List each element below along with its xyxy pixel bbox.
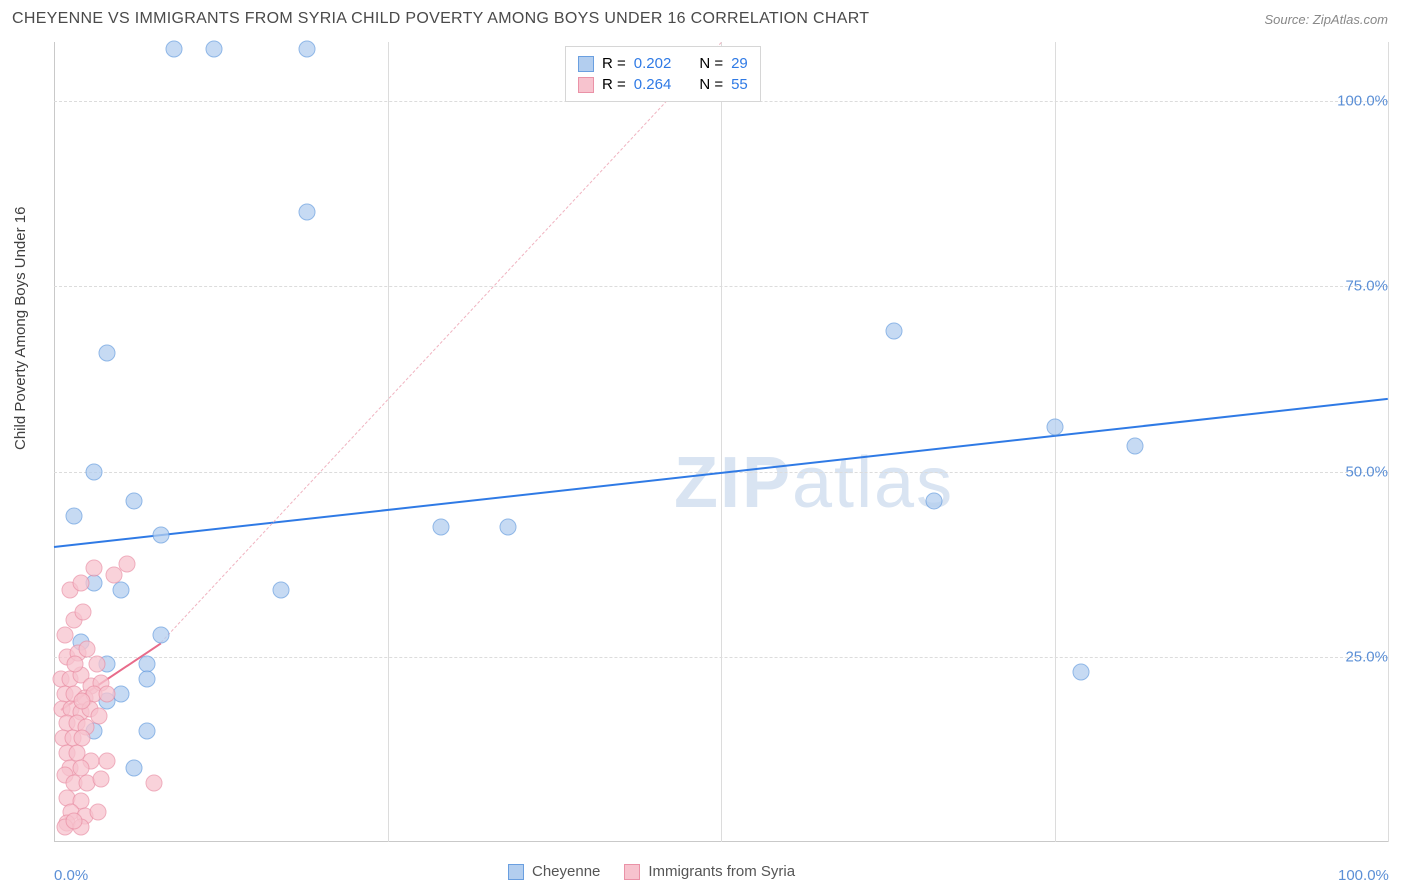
data-point xyxy=(75,604,92,621)
x-tick-label: 100.0% xyxy=(1338,867,1389,884)
y-tick-label: 50.0% xyxy=(1345,463,1388,480)
data-point xyxy=(119,556,136,573)
data-point xyxy=(90,804,107,821)
grid-line-v xyxy=(721,42,722,842)
data-point xyxy=(99,345,116,362)
data-point xyxy=(152,626,169,643)
grid-line-v xyxy=(388,42,389,842)
data-point xyxy=(99,752,116,769)
y-tick-label: 100.0% xyxy=(1337,93,1388,110)
correlation-row-1: R = 0.202 N = 29 xyxy=(578,53,748,74)
r-value-1: 0.202 xyxy=(634,55,672,72)
y-tick-label: 25.0% xyxy=(1345,648,1388,665)
data-point xyxy=(1126,437,1143,454)
r-label-2: R = xyxy=(602,76,626,93)
data-point xyxy=(86,463,103,480)
data-point xyxy=(56,626,73,643)
r-label-1: R = xyxy=(602,55,626,72)
legend-swatch-2 xyxy=(624,864,640,880)
data-point xyxy=(926,493,943,510)
data-point xyxy=(126,493,143,510)
legend-label-1: Cheyenne xyxy=(532,863,600,880)
data-point xyxy=(99,685,116,702)
correlation-row-2: R = 0.264 N = 55 xyxy=(578,74,748,95)
correlation-legend: R = 0.202 N = 29 R = 0.264 N = 55 xyxy=(565,46,761,102)
data-point xyxy=(66,508,83,525)
y-axis-label: Child Poverty Among Boys Under 16 xyxy=(12,207,29,450)
grid-line-v xyxy=(1055,42,1056,842)
data-point xyxy=(86,559,103,576)
data-point xyxy=(74,693,91,710)
source-label: Source: ZipAtlas.com xyxy=(1264,12,1388,27)
data-point xyxy=(67,656,84,673)
legend-item-1: Cheyenne xyxy=(508,863,600,880)
n-label-1: N = xyxy=(699,55,723,72)
data-point xyxy=(1046,419,1063,436)
data-point xyxy=(92,771,109,788)
n-label-2: N = xyxy=(699,76,723,93)
data-point xyxy=(66,813,83,830)
legend-item-2: Immigrants from Syria xyxy=(624,863,795,880)
data-point xyxy=(499,519,516,536)
data-point xyxy=(272,582,289,599)
data-point xyxy=(112,582,129,599)
data-point xyxy=(166,41,183,58)
n-value-2: 55 xyxy=(731,76,748,93)
series-1-swatch xyxy=(578,56,594,72)
n-value-1: 29 xyxy=(731,55,748,72)
x-tick-label: 0.0% xyxy=(54,867,88,884)
legend-swatch-1 xyxy=(508,864,524,880)
data-point xyxy=(126,759,143,776)
data-point xyxy=(432,519,449,536)
data-point xyxy=(146,774,163,791)
data-point xyxy=(1073,663,1090,680)
data-point xyxy=(139,722,156,739)
data-point xyxy=(152,526,169,543)
data-point xyxy=(886,322,903,339)
data-point xyxy=(139,671,156,688)
chart-title: CHEYENNE VS IMMIGRANTS FROM SYRIA CHILD … xyxy=(12,10,869,28)
series-2-swatch xyxy=(578,77,594,93)
data-point xyxy=(72,574,89,591)
legend-label-2: Immigrants from Syria xyxy=(648,863,795,880)
data-point xyxy=(206,41,223,58)
chart-header: CHEYENNE VS IMMIGRANTS FROM SYRIA CHILD … xyxy=(0,0,1406,32)
data-point xyxy=(88,656,105,673)
data-point xyxy=(299,41,316,58)
y-tick-label: 75.0% xyxy=(1345,278,1388,295)
series-legend: Cheyenne Immigrants from Syria xyxy=(508,863,795,880)
grid-line-v xyxy=(1388,42,1389,842)
r-value-2: 0.264 xyxy=(634,76,672,93)
data-point xyxy=(299,204,316,221)
